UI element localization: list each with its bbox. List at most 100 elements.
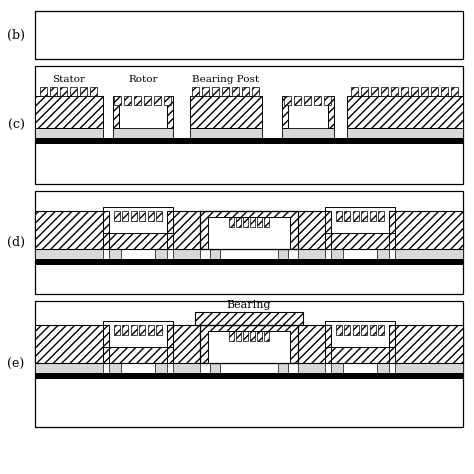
Text: (c): (c) <box>8 118 25 131</box>
Bar <box>167 96 173 128</box>
Bar <box>81 87 88 96</box>
Bar <box>278 249 288 259</box>
Bar <box>353 325 359 335</box>
Bar <box>131 211 137 221</box>
Bar <box>353 211 359 221</box>
Bar <box>35 11 463 59</box>
Text: Stator: Stator <box>53 75 85 84</box>
Bar <box>344 325 350 335</box>
Bar <box>148 325 154 335</box>
Bar <box>103 321 173 347</box>
Bar <box>370 211 376 221</box>
Bar <box>347 128 463 138</box>
Bar <box>278 363 288 373</box>
Bar <box>243 331 248 341</box>
Bar <box>325 96 331 105</box>
Bar <box>103 325 109 363</box>
Bar <box>113 128 173 138</box>
Bar <box>61 87 67 96</box>
Bar <box>325 207 395 233</box>
Bar <box>35 325 463 363</box>
Bar <box>377 363 389 373</box>
Text: (e): (e) <box>8 357 25 371</box>
Bar <box>315 96 321 105</box>
Bar <box>441 87 448 96</box>
Bar <box>331 209 389 233</box>
Bar <box>382 87 389 96</box>
Bar <box>378 211 384 221</box>
Bar <box>250 331 255 341</box>
Bar <box>35 373 463 379</box>
Bar <box>40 87 47 96</box>
Bar <box>113 96 119 128</box>
Bar <box>156 325 162 335</box>
Bar <box>139 325 145 335</box>
Bar <box>35 138 463 144</box>
Bar <box>372 87 379 96</box>
Bar <box>139 211 145 221</box>
Bar <box>35 66 463 184</box>
Bar <box>331 249 343 259</box>
Bar <box>35 301 463 427</box>
Bar <box>352 87 358 96</box>
Bar <box>35 191 463 294</box>
Bar <box>378 325 384 335</box>
Bar <box>35 249 103 259</box>
Bar <box>336 211 342 221</box>
Bar <box>208 331 290 363</box>
Text: Rotor: Rotor <box>128 75 158 84</box>
Bar <box>109 209 167 233</box>
Bar <box>331 363 343 373</box>
Bar <box>125 96 131 105</box>
Bar <box>377 249 389 259</box>
Bar <box>347 96 463 128</box>
Bar <box>294 96 301 105</box>
Bar <box>103 207 173 233</box>
Bar <box>35 259 463 265</box>
Bar <box>229 217 234 227</box>
Bar <box>122 325 128 335</box>
Bar <box>304 96 311 105</box>
Bar <box>122 211 128 221</box>
Bar <box>389 325 395 363</box>
Bar <box>115 96 121 105</box>
Bar <box>71 87 78 96</box>
Bar <box>389 211 395 249</box>
Bar <box>200 325 298 363</box>
Bar <box>222 87 229 96</box>
Bar <box>236 217 241 227</box>
Bar <box>164 96 172 105</box>
Bar <box>155 363 167 373</box>
Bar <box>109 249 121 259</box>
Bar <box>135 96 142 105</box>
Bar <box>155 96 162 105</box>
Bar <box>200 211 298 249</box>
Bar <box>452 87 458 96</box>
Bar <box>145 96 152 105</box>
Bar <box>411 87 419 96</box>
Bar <box>155 249 167 259</box>
Bar <box>395 249 463 259</box>
Bar <box>190 96 262 128</box>
Bar <box>325 325 331 363</box>
Bar <box>114 325 120 335</box>
Bar <box>173 363 200 373</box>
Bar <box>103 211 109 249</box>
Bar <box>298 363 325 373</box>
Bar <box>212 87 219 96</box>
Bar <box>264 331 269 341</box>
Bar <box>233 87 239 96</box>
Bar <box>236 331 241 341</box>
Text: Bearing Post: Bearing Post <box>192 75 260 84</box>
Bar <box>229 331 234 341</box>
Bar <box>253 87 259 96</box>
Bar <box>192 87 200 96</box>
Bar <box>325 321 395 347</box>
Bar <box>282 128 334 138</box>
Bar <box>362 87 368 96</box>
Bar <box>208 331 290 363</box>
Bar <box>51 87 57 96</box>
Bar <box>210 249 220 259</box>
Text: (d): (d) <box>7 236 25 249</box>
Bar <box>167 211 173 249</box>
